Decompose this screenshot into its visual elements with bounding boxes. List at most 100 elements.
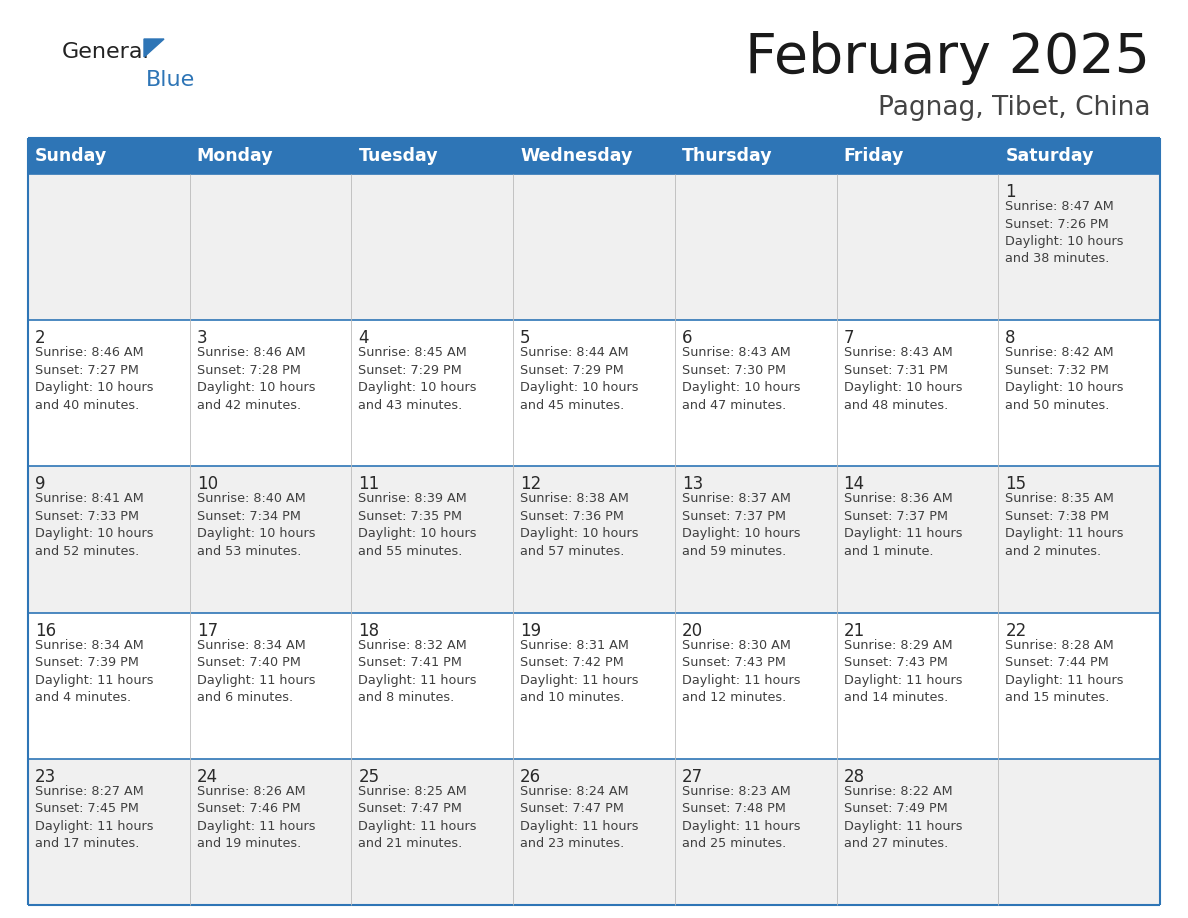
Text: Sunrise: 8:42 AM: Sunrise: 8:42 AM <box>1005 346 1114 359</box>
Bar <box>190 138 352 174</box>
Text: Sunset: 7:41 PM: Sunset: 7:41 PM <box>359 656 462 669</box>
Text: and 19 minutes.: and 19 minutes. <box>197 837 301 850</box>
Polygon shape <box>144 39 164 57</box>
Text: Tuesday: Tuesday <box>359 147 438 165</box>
Text: and 45 minutes.: and 45 minutes. <box>520 398 625 411</box>
Bar <box>29 174 190 320</box>
Bar <box>998 138 1159 174</box>
Bar <box>836 320 998 466</box>
Text: Sunrise: 8:30 AM: Sunrise: 8:30 AM <box>682 639 791 652</box>
Text: Daylight: 10 hours: Daylight: 10 hours <box>359 381 476 394</box>
Text: 11: 11 <box>359 476 380 493</box>
Bar <box>513 138 675 174</box>
Text: Sunset: 7:49 PM: Sunset: 7:49 PM <box>843 802 947 815</box>
Text: 9: 9 <box>34 476 45 493</box>
Bar <box>352 612 513 759</box>
Bar <box>998 174 1159 320</box>
Text: Sunset: 7:27 PM: Sunset: 7:27 PM <box>34 364 139 376</box>
Text: and 43 minutes.: and 43 minutes. <box>359 398 462 411</box>
Text: Sunrise: 8:27 AM: Sunrise: 8:27 AM <box>34 785 144 798</box>
Bar <box>675 138 836 174</box>
Text: Daylight: 10 hours: Daylight: 10 hours <box>34 381 153 394</box>
Bar <box>352 759 513 905</box>
Bar <box>513 466 675 612</box>
Bar <box>29 759 190 905</box>
Text: General: General <box>62 42 150 62</box>
Text: Wednesday: Wednesday <box>520 147 632 165</box>
Text: Friday: Friday <box>843 147 904 165</box>
Text: Sunday: Sunday <box>34 147 107 165</box>
Text: Sunset: 7:36 PM: Sunset: 7:36 PM <box>520 509 624 523</box>
Text: Pagnag, Tibet, China: Pagnag, Tibet, China <box>878 95 1150 121</box>
Text: Daylight: 11 hours: Daylight: 11 hours <box>682 674 801 687</box>
Text: Daylight: 11 hours: Daylight: 11 hours <box>359 674 476 687</box>
Bar <box>352 320 513 466</box>
Text: Daylight: 11 hours: Daylight: 11 hours <box>682 820 801 833</box>
Text: Daylight: 11 hours: Daylight: 11 hours <box>34 674 153 687</box>
Text: Sunrise: 8:44 AM: Sunrise: 8:44 AM <box>520 346 628 359</box>
Text: Saturday: Saturday <box>1005 147 1094 165</box>
Text: Sunset: 7:47 PM: Sunset: 7:47 PM <box>359 802 462 815</box>
Text: 1: 1 <box>1005 183 1016 201</box>
Text: and 48 minutes.: and 48 minutes. <box>843 398 948 411</box>
Text: February 2025: February 2025 <box>745 31 1150 85</box>
Text: and 59 minutes.: and 59 minutes. <box>682 545 786 558</box>
Text: Sunrise: 8:32 AM: Sunrise: 8:32 AM <box>359 639 467 652</box>
Text: and 8 minutes.: and 8 minutes. <box>359 691 455 704</box>
Text: Sunset: 7:45 PM: Sunset: 7:45 PM <box>34 802 139 815</box>
Text: Sunrise: 8:41 AM: Sunrise: 8:41 AM <box>34 492 144 506</box>
Text: Daylight: 10 hours: Daylight: 10 hours <box>1005 235 1124 248</box>
Text: and 25 minutes.: and 25 minutes. <box>682 837 786 850</box>
Text: 27: 27 <box>682 767 703 786</box>
Text: Sunset: 7:31 PM: Sunset: 7:31 PM <box>843 364 948 376</box>
Text: Sunset: 7:37 PM: Sunset: 7:37 PM <box>843 509 948 523</box>
Text: Daylight: 11 hours: Daylight: 11 hours <box>520 674 639 687</box>
Text: Daylight: 11 hours: Daylight: 11 hours <box>843 820 962 833</box>
Text: 21: 21 <box>843 621 865 640</box>
Text: Sunrise: 8:39 AM: Sunrise: 8:39 AM <box>359 492 467 506</box>
Text: Sunset: 7:42 PM: Sunset: 7:42 PM <box>520 656 624 669</box>
Text: Daylight: 11 hours: Daylight: 11 hours <box>1005 528 1124 541</box>
Text: 14: 14 <box>843 476 865 493</box>
Text: Sunset: 7:39 PM: Sunset: 7:39 PM <box>34 656 139 669</box>
Bar <box>29 466 190 612</box>
Text: 25: 25 <box>359 767 379 786</box>
Bar <box>513 174 675 320</box>
Text: Daylight: 10 hours: Daylight: 10 hours <box>1005 381 1124 394</box>
Text: and 4 minutes.: and 4 minutes. <box>34 691 131 704</box>
Text: Sunrise: 8:43 AM: Sunrise: 8:43 AM <box>843 346 953 359</box>
Text: Sunset: 7:48 PM: Sunset: 7:48 PM <box>682 802 785 815</box>
Text: 28: 28 <box>843 767 865 786</box>
Text: Sunrise: 8:23 AM: Sunrise: 8:23 AM <box>682 785 790 798</box>
Text: Sunset: 7:47 PM: Sunset: 7:47 PM <box>520 802 624 815</box>
Text: Sunrise: 8:22 AM: Sunrise: 8:22 AM <box>843 785 953 798</box>
Text: Sunrise: 8:25 AM: Sunrise: 8:25 AM <box>359 785 467 798</box>
Text: Sunset: 7:35 PM: Sunset: 7:35 PM <box>359 509 462 523</box>
Text: 15: 15 <box>1005 476 1026 493</box>
Text: and 38 minutes.: and 38 minutes. <box>1005 252 1110 265</box>
Bar <box>190 174 352 320</box>
Bar <box>675 759 836 905</box>
Text: Sunset: 7:29 PM: Sunset: 7:29 PM <box>520 364 624 376</box>
Bar <box>190 466 352 612</box>
Text: 6: 6 <box>682 330 693 347</box>
Text: and 55 minutes.: and 55 minutes. <box>359 545 463 558</box>
Text: Sunset: 7:43 PM: Sunset: 7:43 PM <box>843 656 948 669</box>
Text: and 52 minutes.: and 52 minutes. <box>34 545 139 558</box>
Text: Daylight: 10 hours: Daylight: 10 hours <box>682 381 801 394</box>
Text: Sunset: 7:37 PM: Sunset: 7:37 PM <box>682 509 785 523</box>
Text: 7: 7 <box>843 330 854 347</box>
Bar <box>836 759 998 905</box>
Text: Sunset: 7:38 PM: Sunset: 7:38 PM <box>1005 509 1110 523</box>
Bar <box>675 320 836 466</box>
Text: 24: 24 <box>197 767 217 786</box>
Text: Daylight: 11 hours: Daylight: 11 hours <box>197 820 315 833</box>
Text: Sunrise: 8:24 AM: Sunrise: 8:24 AM <box>520 785 628 798</box>
Text: Sunset: 7:26 PM: Sunset: 7:26 PM <box>1005 218 1110 230</box>
Bar <box>998 612 1159 759</box>
Bar <box>513 612 675 759</box>
Text: Sunset: 7:29 PM: Sunset: 7:29 PM <box>359 364 462 376</box>
Text: Sunrise: 8:38 AM: Sunrise: 8:38 AM <box>520 492 628 506</box>
Text: Sunset: 7:40 PM: Sunset: 7:40 PM <box>197 656 301 669</box>
Text: Sunrise: 8:29 AM: Sunrise: 8:29 AM <box>843 639 953 652</box>
